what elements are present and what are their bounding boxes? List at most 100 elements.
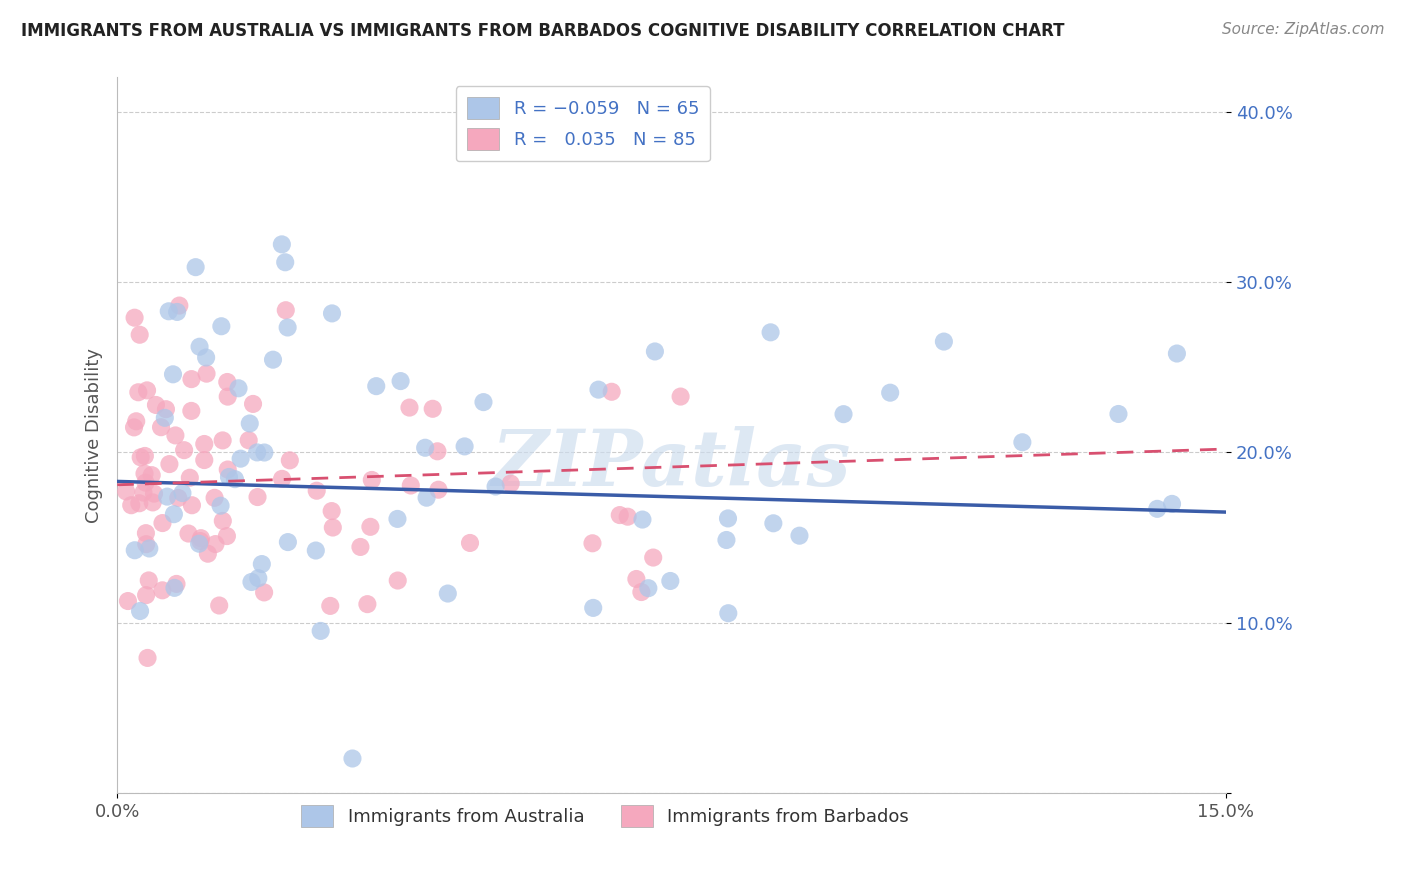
Point <box>238 434 260 448</box>
Text: Source: ZipAtlas.com: Source: ZipAtlas.com <box>1222 22 1385 37</box>
Point <box>427 483 450 497</box>
Point <box>637 581 659 595</box>
Point <box>156 490 179 504</box>
Y-axis label: Cognitive Disability: Cognitive Disability <box>86 348 103 523</box>
Point <box>141 468 163 483</box>
Point <box>415 491 437 505</box>
Point <box>644 344 666 359</box>
Point <box>229 451 252 466</box>
Point <box>124 543 146 558</box>
Point <box>150 420 173 434</box>
Point <box>217 375 239 389</box>
Text: ZIPatlas: ZIPatlas <box>492 425 851 502</box>
Point <box>163 581 186 595</box>
Point <box>389 374 412 388</box>
Point <box>630 585 652 599</box>
Point <box>217 390 239 404</box>
Point <box>145 398 167 412</box>
Point <box>669 390 692 404</box>
Point <box>179 471 201 485</box>
Point <box>162 368 184 382</box>
Point <box>413 441 436 455</box>
Point <box>1011 435 1033 450</box>
Point <box>163 507 186 521</box>
Point <box>422 401 444 416</box>
Point <box>342 751 364 765</box>
Point <box>128 327 150 342</box>
Point <box>117 594 139 608</box>
Point <box>246 445 269 459</box>
Point <box>184 260 207 275</box>
Point <box>211 514 233 528</box>
Point <box>321 504 343 518</box>
Point <box>247 571 270 585</box>
Point <box>366 379 388 393</box>
Point <box>217 462 239 476</box>
Point <box>582 600 605 615</box>
Point <box>152 516 174 530</box>
Point <box>135 588 157 602</box>
Point <box>472 395 495 409</box>
Point <box>499 476 522 491</box>
Point <box>609 508 631 522</box>
Point <box>1107 407 1129 421</box>
Point <box>588 383 610 397</box>
Legend: Immigrants from Australia, Immigrants from Barbados: Immigrants from Australia, Immigrants fr… <box>294 798 917 834</box>
Point <box>360 473 382 487</box>
Point <box>115 484 138 499</box>
Point <box>138 541 160 556</box>
Point <box>643 550 665 565</box>
Point <box>188 340 211 354</box>
Point <box>127 385 149 400</box>
Point <box>195 351 218 365</box>
Point <box>659 574 682 588</box>
Point <box>349 540 371 554</box>
Point <box>157 457 180 471</box>
Point <box>458 536 481 550</box>
Point <box>631 512 654 526</box>
Point <box>132 485 155 500</box>
Point <box>600 384 623 399</box>
Point <box>209 499 232 513</box>
Point <box>152 583 174 598</box>
Point <box>181 498 204 512</box>
Point <box>581 536 603 550</box>
Point <box>716 533 738 547</box>
Point <box>1146 501 1168 516</box>
Point <box>204 491 226 505</box>
Point <box>173 443 195 458</box>
Point <box>155 402 177 417</box>
Point <box>142 495 165 509</box>
Point <box>188 534 211 549</box>
Point <box>262 352 284 367</box>
Point <box>188 537 211 551</box>
Point <box>484 479 506 493</box>
Point <box>129 604 152 618</box>
Point <box>242 397 264 411</box>
Point <box>167 491 190 505</box>
Point <box>165 428 187 442</box>
Point <box>305 543 328 558</box>
Point <box>387 574 409 588</box>
Point <box>616 509 638 524</box>
Point <box>271 472 294 486</box>
Point <box>177 526 200 541</box>
Point <box>305 483 328 498</box>
Point <box>124 310 146 325</box>
Point <box>195 367 218 381</box>
Point <box>193 437 215 451</box>
Point <box>157 304 180 318</box>
Point <box>759 326 782 340</box>
Point <box>398 401 420 415</box>
Point <box>240 574 263 589</box>
Point <box>125 414 148 428</box>
Point <box>717 511 740 525</box>
Point <box>277 535 299 549</box>
Point <box>322 520 344 534</box>
Point <box>626 572 648 586</box>
Point <box>253 585 276 599</box>
Point <box>120 498 142 512</box>
Point <box>321 306 343 320</box>
Point <box>135 537 157 551</box>
Point <box>197 547 219 561</box>
